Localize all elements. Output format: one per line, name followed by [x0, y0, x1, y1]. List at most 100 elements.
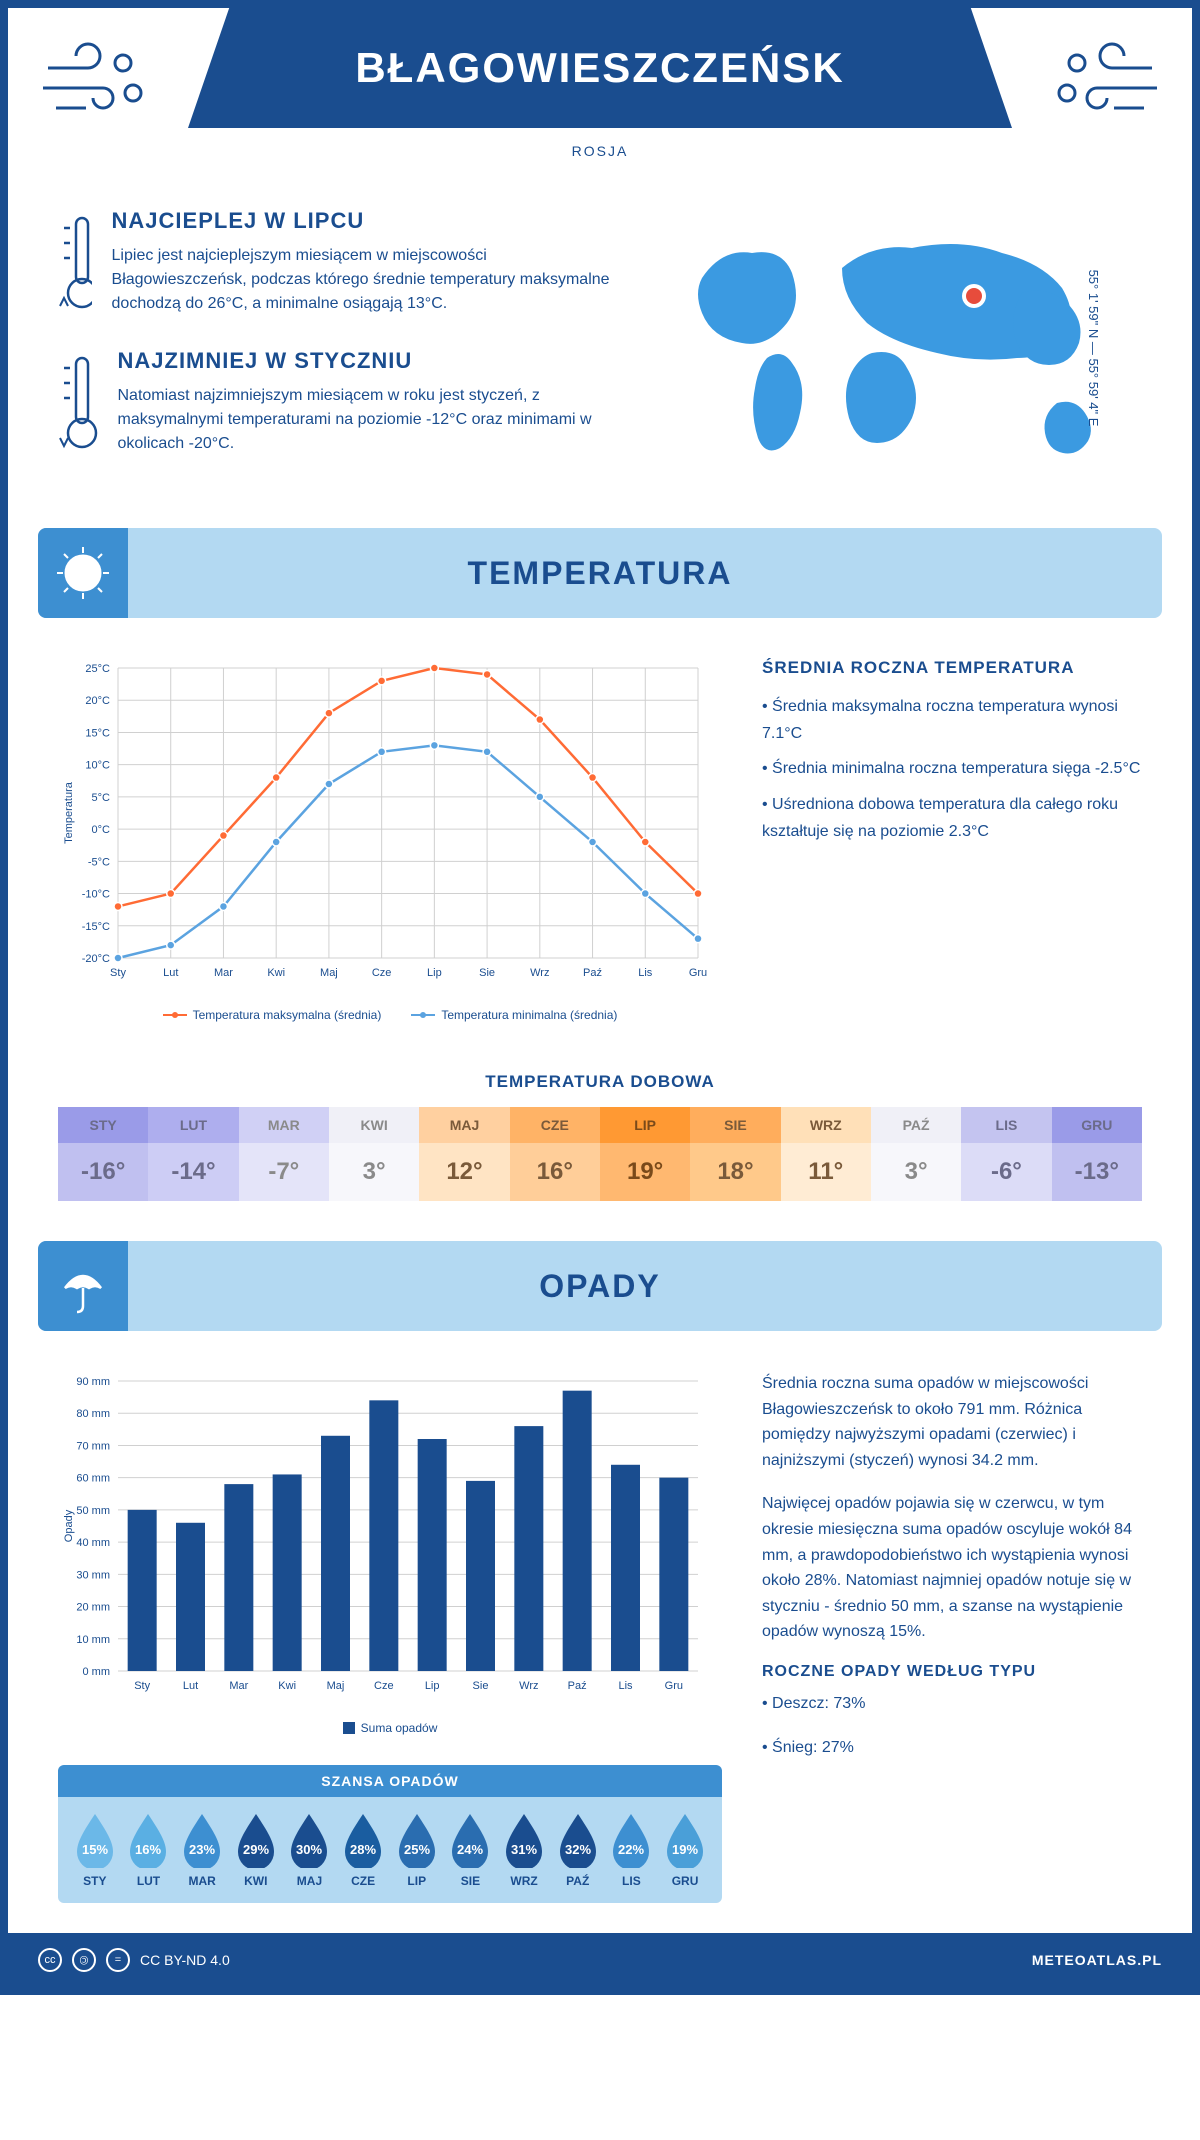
annual-temp-bullet: • Średnia maksymalna roczna temperatura …: [762, 693, 1142, 747]
svg-text:80 mm: 80 mm: [76, 1408, 110, 1420]
svg-text:Paź: Paź: [583, 967, 602, 979]
page-footer: cc 🄯 = CC BY-ND 4.0 METEOATLAS.PL: [8, 1933, 1192, 1987]
svg-text:Sie: Sie: [479, 967, 495, 979]
svg-text:Gru: Gru: [665, 1680, 683, 1692]
world-map: [662, 208, 1142, 488]
svg-text:Lut: Lut: [163, 967, 178, 979]
svg-text:31%: 31%: [511, 1842, 537, 1857]
daily-cell: CZE16°: [510, 1107, 600, 1201]
hottest-text: Lipiec jest najcieplejszym miesiącem w m…: [112, 244, 622, 316]
svg-text:23%: 23%: [189, 1842, 215, 1857]
svg-text:32%: 32%: [565, 1842, 591, 1857]
daily-cell: LIS-6°: [961, 1107, 1051, 1201]
svg-text:20°C: 20°C: [85, 695, 110, 707]
precip-types-title: ROCZNE OPADY WEDŁUG TYPU: [762, 1663, 1142, 1681]
daily-cell: LUT-14°: [148, 1107, 238, 1201]
svg-text:25%: 25%: [404, 1842, 430, 1857]
annual-temp-bullet: • Średnia minimalna roczna temperatura s…: [762, 755, 1142, 782]
daily-cell: WRZ11°: [781, 1107, 871, 1201]
precip-type-item: • Śnieg: 27%: [762, 1735, 1142, 1761]
daily-cell: MAR-7°: [239, 1107, 329, 1201]
daily-cell: GRU-13°: [1052, 1107, 1142, 1201]
cc-icon: cc: [38, 1948, 62, 1972]
chance-drop: 15%STY: [73, 1812, 117, 1888]
temperature-header: TEMPERATURA: [38, 528, 1162, 618]
svg-text:Lis: Lis: [618, 1680, 633, 1692]
svg-text:Temperatura: Temperatura: [63, 781, 75, 844]
svg-text:Mar: Mar: [229, 1680, 248, 1692]
wind-icon: [1042, 38, 1162, 128]
svg-text:Opady: Opady: [63, 1509, 75, 1542]
svg-text:Lis: Lis: [638, 967, 653, 979]
precipitation-legend: Suma opadów: [58, 1721, 722, 1735]
temperature-info: ŚREDNIA ROCZNA TEMPERATURA • Średnia mak…: [762, 658, 1142, 1022]
by-icon: 🄯: [72, 1948, 96, 1972]
precip-text-1: Średnia roczna suma opadów w miejscowośc…: [762, 1371, 1142, 1473]
nd-icon: =: [106, 1948, 130, 1972]
svg-text:Paź: Paź: [568, 1680, 587, 1692]
city-title: BŁAGOWIESZCZEŃSK: [355, 44, 844, 92]
chance-drop: 16%LUT: [126, 1812, 170, 1888]
svg-text:Lut: Lut: [183, 1680, 198, 1692]
svg-text:30 mm: 30 mm: [76, 1569, 110, 1581]
svg-text:Cze: Cze: [372, 967, 392, 979]
daily-cell: SIE18°: [690, 1107, 780, 1201]
precipitation-chance: SZANSA OPADÓW 15%STY16%LUT23%MAR29%KWI30…: [58, 1765, 722, 1903]
svg-text:90 mm: 90 mm: [76, 1376, 110, 1388]
svg-text:Sty: Sty: [134, 1680, 150, 1692]
svg-text:10 mm: 10 mm: [76, 1634, 110, 1646]
coldest-title: NAJZIMNIEJ W STYCZNIU: [118, 348, 623, 374]
svg-text:40 mm: 40 mm: [76, 1537, 110, 1549]
precip-type-item: • Deszcz: 73%: [762, 1691, 1142, 1717]
svg-text:Sie: Sie: [473, 1680, 489, 1692]
chance-drop: 24%SIE: [448, 1812, 492, 1888]
license-text: CC BY-ND 4.0: [140, 1952, 230, 1968]
svg-text:29%: 29%: [243, 1842, 269, 1857]
svg-text:22%: 22%: [618, 1842, 644, 1857]
precipitation-header: OPADY: [38, 1241, 1162, 1331]
daily-temp-table: STY-16°LUT-14°MAR-7°KWI3°MAJ12°CZE16°LIP…: [58, 1107, 1142, 1201]
coldest-text: Natomiast najzimniejszym miesiącem w rok…: [118, 384, 623, 456]
annual-temp-bullet: • Uśredniona dobowa temperatura dla całe…: [762, 791, 1142, 845]
chance-title: SZANSA OPADÓW: [58, 1765, 722, 1797]
svg-text:25°C: 25°C: [85, 663, 110, 675]
thermometer-hot-icon: [58, 208, 92, 318]
chance-drop: 31%WRZ: [502, 1812, 546, 1888]
sun-icon: [38, 528, 128, 618]
chance-drop: 22%LIS: [609, 1812, 653, 1888]
svg-text:70 mm: 70 mm: [76, 1440, 110, 1452]
svg-text:28%: 28%: [350, 1842, 376, 1857]
svg-text:20 mm: 20 mm: [76, 1602, 110, 1614]
umbrella-icon: [38, 1241, 128, 1331]
chance-drop: 32%PAŹ: [556, 1812, 600, 1888]
daily-cell: KWI3°: [329, 1107, 419, 1201]
svg-text:15%: 15%: [82, 1842, 108, 1857]
svg-text:Wrz: Wrz: [530, 967, 549, 979]
daily-cell: MAJ12°: [419, 1107, 509, 1201]
svg-text:Sty: Sty: [110, 967, 126, 979]
svg-text:Maj: Maj: [327, 1680, 345, 1692]
svg-text:Kwi: Kwi: [278, 1680, 296, 1692]
precip-text-2: Najwięcej opadów pojawia się w czerwcu, …: [762, 1491, 1142, 1645]
title-banner: BŁAGOWIESZCZEŃSK: [188, 8, 1012, 128]
daily-cell: PAŹ3°: [871, 1107, 961, 1201]
svg-text:5°C: 5°C: [92, 792, 111, 804]
temperature-title: TEMPERATURA: [468, 555, 733, 592]
svg-text:-20°C: -20°C: [82, 953, 110, 965]
svg-text:Gru: Gru: [689, 967, 707, 979]
svg-text:0°C: 0°C: [92, 824, 111, 836]
intro-section: NAJCIEPLEJ W LIPCU Lipiec jest najcieple…: [8, 188, 1192, 518]
svg-text:Kwi: Kwi: [267, 967, 285, 979]
svg-text:-10°C: -10°C: [82, 889, 110, 901]
precipitation-chart: 0 mm10 mm20 mm30 mm40 mm50 mm60 mm70 mm8…: [58, 1371, 722, 1903]
daily-cell: LIP19°: [600, 1107, 690, 1201]
hottest-block: NAJCIEPLEJ W LIPCU Lipiec jest najcieple…: [58, 208, 622, 318]
brand-text: METEOATLAS.PL: [1032, 1952, 1162, 1968]
svg-text:24%: 24%: [457, 1842, 483, 1857]
precipitation-info: Średnia roczna suma opadów w miejscowośc…: [762, 1371, 1142, 1903]
chance-drop: 29%KWI: [234, 1812, 278, 1888]
annual-temp-title: ŚREDNIA ROCZNA TEMPERATURA: [762, 658, 1142, 678]
coordinates: 55° 1' 59" N — 55° 59' 4" E: [1086, 270, 1101, 427]
hottest-title: NAJCIEPLEJ W LIPCU: [112, 208, 622, 234]
svg-text:15°C: 15°C: [85, 727, 110, 739]
